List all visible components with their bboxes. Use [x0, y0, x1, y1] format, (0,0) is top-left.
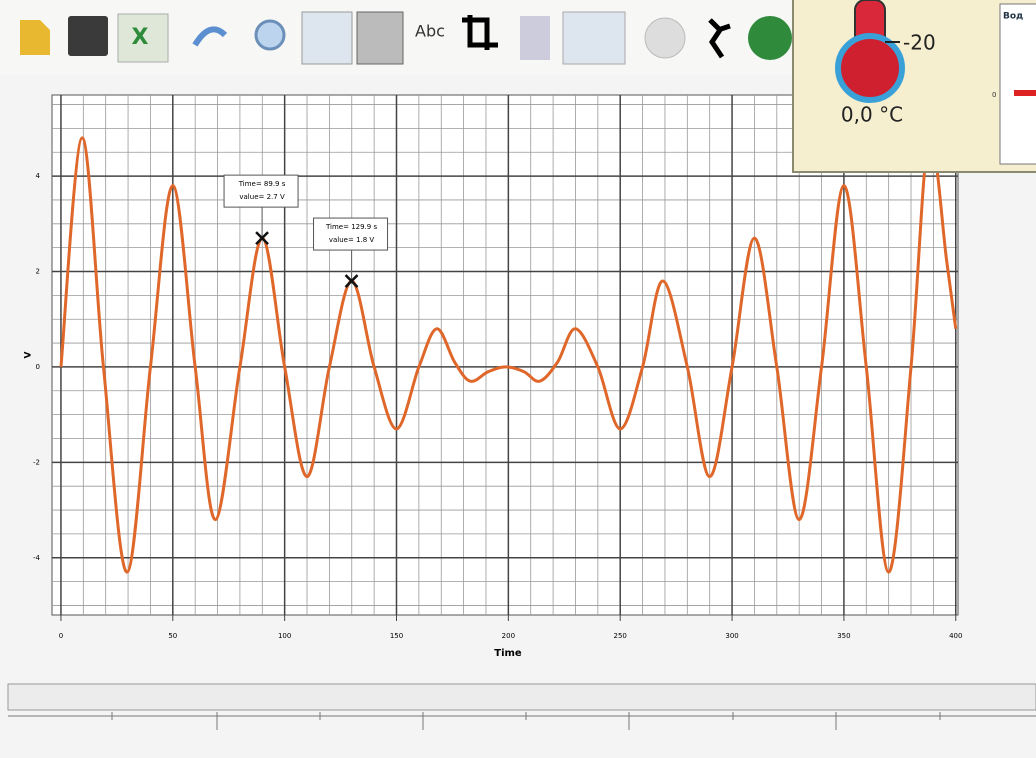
fit-icon[interactable] [563, 12, 625, 64]
zoom-icon[interactable] [256, 21, 284, 49]
annotation-text: Time= 89.9 s [238, 180, 286, 188]
y-tick-label: -4 [33, 554, 41, 562]
app: X Abc 050100150200250300350400-4-2024Tim… [0, 0, 1036, 754]
y-tick-label: 0 [36, 363, 40, 371]
screen: X Abc 050100150200250300350400-4-2024Tim… [0, 0, 1036, 754]
thermometer-reading: 0,0 °C [841, 103, 903, 127]
x-tick-label: 400 [949, 632, 962, 640]
x-tick-label: 150 [390, 632, 403, 640]
side-label: Вод [1003, 12, 1023, 22]
x-tick-label: 250 [614, 632, 627, 640]
cursor-icon[interactable] [302, 12, 352, 64]
thermometer-scale: -20 [903, 31, 936, 55]
x-tick-label: 100 [278, 632, 291, 640]
y-tick-label: 2 [36, 268, 40, 276]
x-tick-label: 350 [837, 632, 850, 640]
ruler-ticks [112, 712, 940, 730]
x-tick-label: 200 [502, 632, 515, 640]
x-axis-label: Time [494, 648, 522, 659]
doc-icon[interactable] [520, 16, 550, 60]
save-icon[interactable] [68, 16, 108, 56]
y-axis-label: V [24, 351, 34, 358]
side-chart [1000, 4, 1036, 164]
annotation-text: value= 1.8 V [329, 236, 375, 244]
thermometer-bulb [838, 36, 902, 100]
x-tick-label: 0 [59, 632, 63, 640]
annotation-text: value= 2.7 V [239, 193, 285, 201]
x-tick-label: 50 [168, 632, 177, 640]
y-tick-label: 4 [36, 172, 41, 180]
y-tick-label: -2 [33, 458, 40, 466]
annotation-text: Time= 129.9 s [325, 223, 377, 231]
export-icon[interactable] [748, 16, 792, 60]
side-marker [1014, 90, 1036, 96]
grid-icon[interactable] [357, 12, 403, 64]
side-tick: 0 [992, 91, 996, 99]
excel-glyph: X [132, 25, 149, 50]
x-tick-label: 300 [725, 632, 738, 640]
plot: 0 50 100 150 200 250 300 350 400 -4 -2 0 2 4 Time= 89.… [33, 95, 962, 640]
time-slider[interactable] [8, 684, 1036, 710]
abc-glyph: Abc [415, 22, 445, 41]
disk-icon[interactable] [645, 18, 685, 58]
